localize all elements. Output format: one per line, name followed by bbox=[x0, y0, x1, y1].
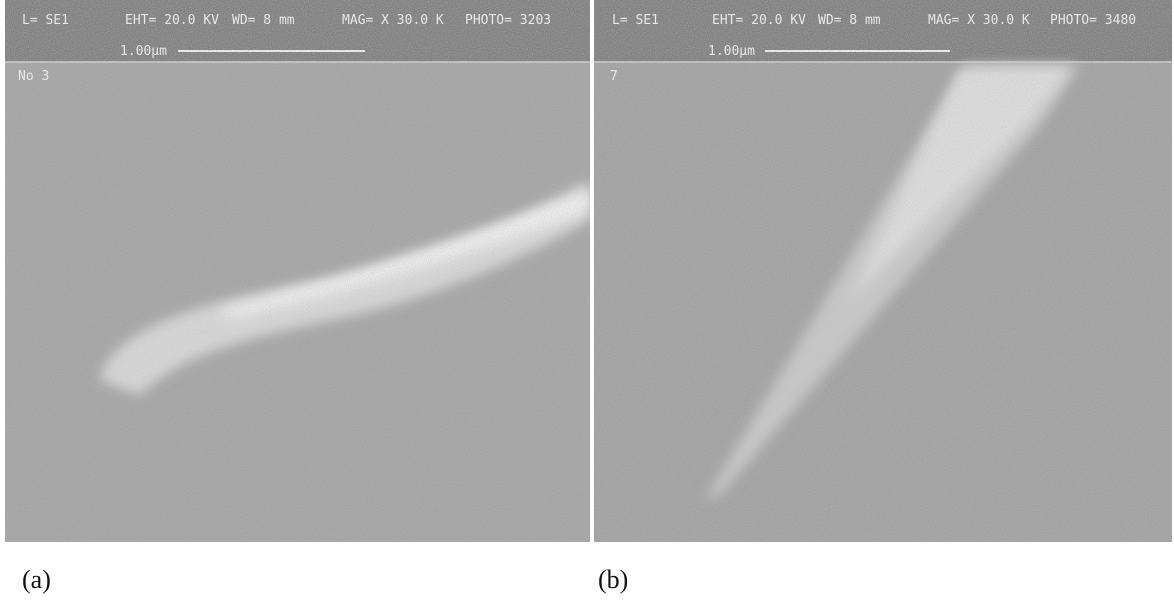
header-wd: WD= 8 mm bbox=[818, 13, 881, 28]
micrograph-b: L= SE1 EHT= 20.0 KV WD= 8 mm MAG= X 30.0… bbox=[594, 0, 1172, 542]
scale-label: 1.00µm bbox=[708, 44, 755, 59]
scale-label: 1.00µm bbox=[120, 44, 167, 59]
header-mag: MAG= X 30.0 K bbox=[342, 13, 444, 28]
header-detector: L= SE1 bbox=[22, 13, 69, 28]
header-photo: PHOTO= 3480 bbox=[1050, 13, 1136, 28]
header-detector: L= SE1 bbox=[612, 13, 659, 28]
header-photo: PHOTO= 3203 bbox=[465, 13, 551, 28]
header-eht: EHT= 20.0 KV bbox=[125, 13, 219, 28]
header-note: 7 bbox=[610, 69, 618, 84]
header-mag: MAG= X 30.0 K bbox=[928, 13, 1030, 28]
caption: (b) bbox=[598, 565, 628, 594]
header-note: No 3 bbox=[18, 69, 49, 84]
micrograph-a: L= SE1 EHT= 20.0 KV WD= 8 mm MAG= X 30.0… bbox=[5, 0, 590, 542]
caption: (a) bbox=[22, 565, 51, 594]
header-eht: EHT= 20.0 KV bbox=[712, 13, 806, 28]
header-wd: WD= 8 mm bbox=[232, 13, 295, 28]
